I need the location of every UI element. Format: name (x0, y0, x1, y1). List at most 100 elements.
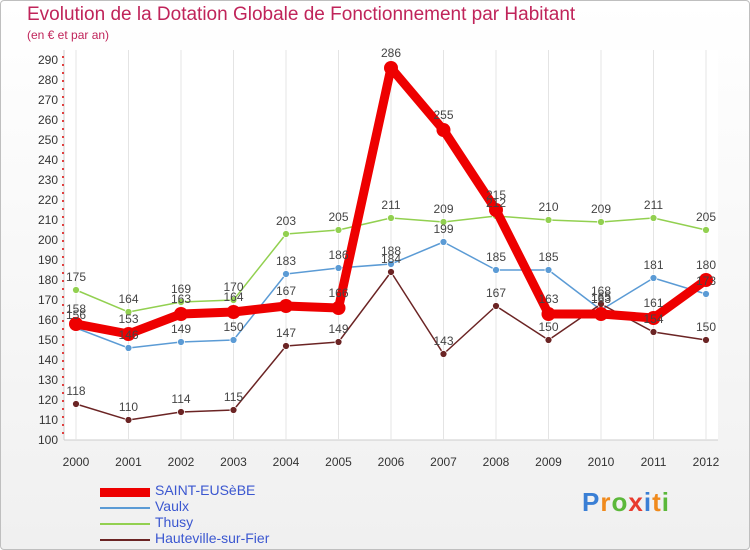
data-point (649, 328, 658, 336)
axis-dot (62, 296, 64, 298)
axis-dot (62, 208, 64, 210)
axis-dot (62, 224, 64, 226)
data-label: 255 (433, 108, 453, 122)
data-point (597, 218, 605, 226)
x-tick-label: 2011 (641, 455, 667, 469)
x-tick-label: 2010 (588, 455, 615, 469)
axis-dot (62, 160, 64, 162)
legend-label: SAINT-EUSèBE (155, 482, 256, 498)
data-label: 156 (66, 308, 86, 322)
axis-dot (62, 168, 64, 170)
axis-dot (62, 256, 64, 258)
data-point (229, 406, 238, 414)
data-point (72, 400, 80, 408)
legend-label: Vaulx (155, 498, 189, 514)
axis-dot (62, 320, 64, 322)
data-label: 185 (538, 250, 558, 264)
y-tick-label: 160 (38, 313, 58, 327)
logo-letter: t (652, 487, 662, 517)
data-label: 186 (328, 248, 348, 262)
axis-dot (62, 88, 64, 90)
data-label: 209 (591, 202, 611, 216)
data-point (436, 123, 451, 137)
axis-dot (62, 432, 64, 434)
data-point (334, 226, 343, 234)
axis-dot (62, 416, 64, 418)
data-label: 170 (223, 280, 243, 294)
data-point (69, 317, 83, 331)
y-tick-label: 190 (38, 253, 58, 267)
axis-dot (62, 272, 64, 274)
data-point (282, 230, 290, 238)
axis-dot (62, 192, 64, 194)
data-label: 169 (171, 282, 191, 296)
logo-letter: i (661, 487, 670, 517)
data-label: 163 (171, 292, 191, 306)
data-label: 183 (276, 254, 296, 268)
axis-dot (62, 56, 64, 58)
logo-letter: i (643, 487, 653, 517)
x-tick-label: 2008 (483, 455, 510, 469)
axis-dot (62, 248, 64, 250)
data-label: 205 (696, 210, 716, 224)
legend-swatch (100, 539, 150, 541)
y-tick-label: 270 (38, 93, 58, 107)
legend-swatch (100, 487, 150, 497)
x-tick-label: 2003 (220, 455, 247, 469)
data-point (439, 238, 448, 246)
data-label: 210 (538, 200, 558, 214)
axis-dot (62, 392, 64, 394)
data-point (229, 336, 238, 344)
logo-letter: r (600, 487, 612, 517)
y-tick-label: 260 (38, 113, 58, 127)
data-point (177, 338, 185, 346)
axis-dot (62, 280, 64, 282)
axis-dot (62, 384, 64, 386)
y-tick-label: 280 (38, 73, 58, 87)
axis-dot (62, 216, 64, 218)
data-label: 146 (118, 328, 138, 342)
data-label: 163 (591, 292, 611, 306)
data-point (124, 308, 133, 316)
data-label: 199 (433, 222, 453, 236)
data-point (177, 298, 185, 306)
data-point (646, 311, 661, 325)
y-tick-label: 130 (38, 373, 58, 387)
axis-dot (62, 352, 64, 354)
grid (62, 50, 718, 441)
axis-dot (62, 128, 64, 130)
x-tick-label: 2006 (378, 455, 405, 469)
data-point (489, 203, 503, 217)
data-label: 114 (171, 392, 190, 406)
axis-dot (62, 72, 64, 74)
data-label: 164 (223, 290, 243, 304)
data-point (544, 336, 553, 344)
axis-dot (62, 360, 64, 362)
data-point (702, 226, 710, 234)
data-label: 150 (538, 320, 558, 334)
y-tick-label: 200 (38, 233, 58, 247)
y-tick-label: 180 (38, 273, 58, 287)
data-label: 164 (118, 292, 138, 306)
data-label: 115 (224, 390, 243, 404)
data-point (282, 342, 290, 350)
axis-dot (62, 336, 64, 338)
axis-dot (62, 400, 64, 402)
data-label: 118 (66, 384, 85, 398)
axis-dot (62, 376, 64, 378)
data-point (439, 350, 448, 358)
data-point (282, 270, 290, 278)
axis-dot (62, 424, 64, 426)
data-point (229, 296, 238, 304)
axis-dot (62, 184, 64, 186)
axis-dot (62, 312, 64, 314)
y-tick-label: 230 (38, 173, 58, 187)
data-labels: 156 146 149 150 183 186 188 199 185 185 165 181 173 1… (66, 46, 716, 414)
data-point (331, 301, 346, 315)
x-tick-label: 2005 (325, 455, 352, 469)
chart-title: Evolution de la Dotation Globale de Fonc… (27, 4, 576, 25)
proxiti-logo: Proxiti (582, 487, 670, 518)
axis-dot (62, 264, 64, 266)
data-point (702, 290, 710, 298)
data-point (699, 273, 713, 287)
